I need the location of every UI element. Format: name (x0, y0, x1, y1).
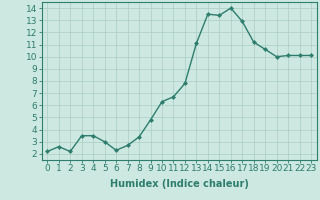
X-axis label: Humidex (Indice chaleur): Humidex (Indice chaleur) (110, 179, 249, 189)
